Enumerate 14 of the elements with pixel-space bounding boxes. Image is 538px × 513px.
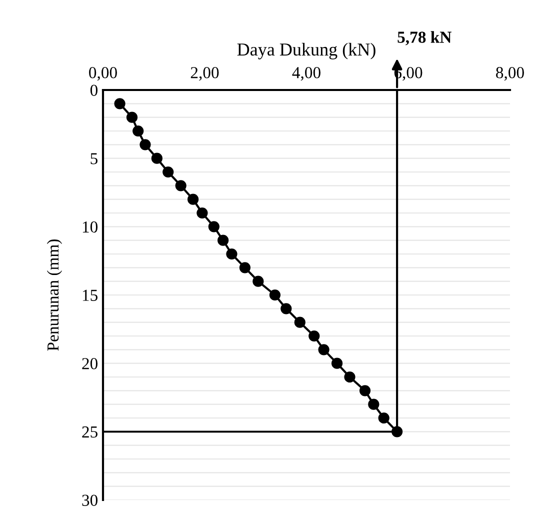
y-tick-label: 30 (82, 494, 98, 506)
x-tick-label: 0,00 (89, 67, 117, 81)
y-tick-label: 0 (90, 84, 98, 96)
ref-line-label: 5,78 kN (398, 31, 452, 46)
x-tick-label: 2,00 (190, 67, 219, 81)
y-tick-label: 5 (90, 153, 98, 164)
x-tick-label: 8,00 (496, 67, 524, 81)
x-tick-label: 4,00 (292, 67, 320, 81)
y-axis-title: Penurunan (mm) (46, 239, 62, 351)
y-tick-label: 10 (82, 221, 98, 233)
y-tick-label: 20 (82, 358, 98, 370)
y-tick-label: 15 (82, 290, 98, 301)
y-tick-label: 25 (82, 426, 98, 438)
x-axis-title: Daya Dukung (kN) (237, 42, 376, 60)
